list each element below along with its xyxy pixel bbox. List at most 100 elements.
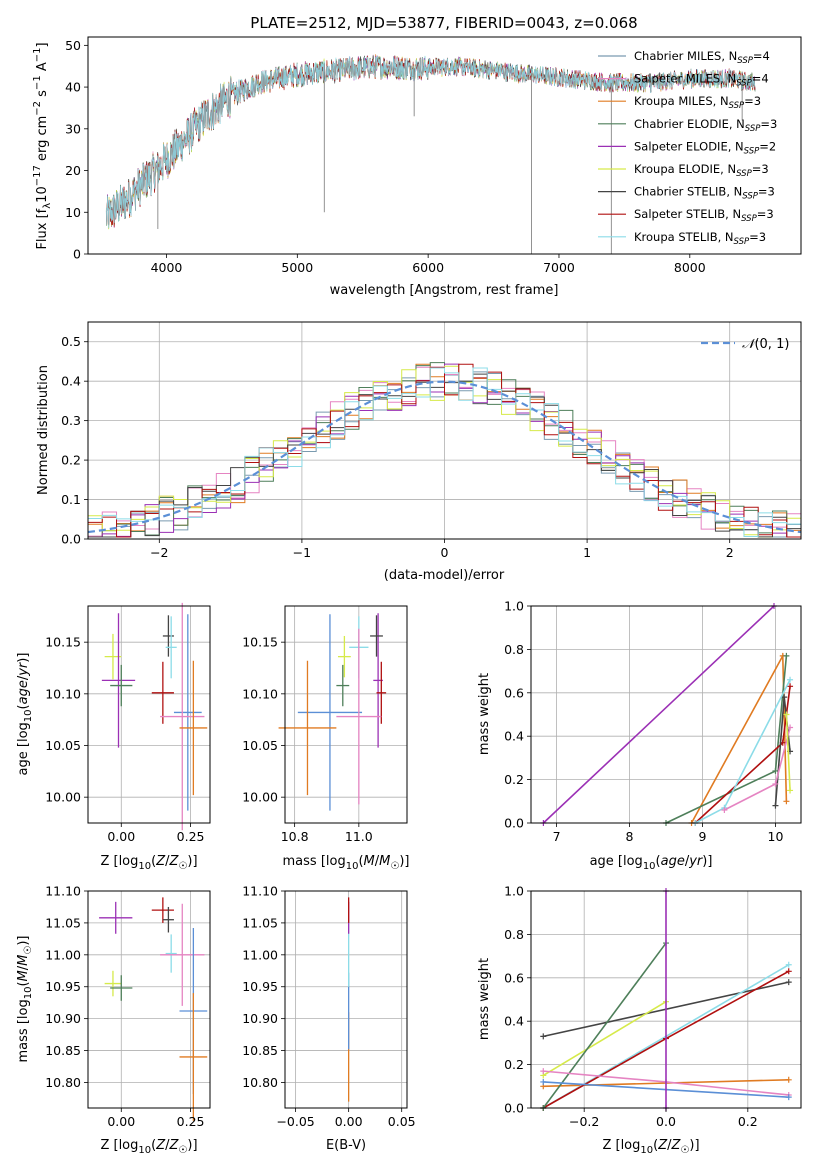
spectrum-ylabel: Flux [fλ10−17 erg cm−2 s−1 A−1] — [32, 42, 53, 249]
mw-z-y-tick-label: 0.0 — [504, 1101, 524, 1116]
age-mass-y-tick-label: 10.10 — [242, 686, 278, 701]
spectrum-xlabel: wavelength [Angstrom, rest frame] — [330, 283, 559, 298]
mass-z-point — [99, 901, 133, 934]
mass-ebv-x-tick-label: 0.00 — [335, 1114, 363, 1129]
mw-z-y-tick-label: 0.2 — [504, 1057, 524, 1072]
mass-z-frame — [87, 890, 211, 1109]
mass-ebv-y-tick-label: 11.00 — [242, 947, 278, 962]
spectrum-legend-label: Chabrier MILES, NSSP=4 — [634, 49, 770, 66]
spectrum-y-tick-label: 50 — [65, 38, 81, 53]
age-z-xlabel: Z [log10(Z/Z☉)] — [100, 854, 197, 872]
grid-layer — [88, 322, 801, 1109]
mw-z-marker — [540, 1033, 547, 1040]
age-z-y-tick-label: 10.00 — [45, 790, 81, 805]
mw-age-line — [542, 605, 775, 824]
age-z-point — [179, 660, 208, 796]
residual-x-tick-label: −2 — [150, 545, 168, 560]
mass-z-x-tick-label: 0.25 — [177, 1114, 205, 1129]
mw-age-marker — [783, 798, 790, 805]
mw-age-x-tick-label: 8 — [626, 829, 634, 844]
spectrum-x-tick-label: 6000 — [412, 260, 444, 275]
spectrum-x-tick-label: 4000 — [151, 260, 183, 275]
age-z-y-tick-label: 10.15 — [45, 635, 81, 650]
mass-ebv-xlabel: E(B-V) — [326, 1138, 366, 1153]
residual-x-tick-label: 2 — [726, 545, 734, 560]
mw-age-y-tick-label: 0.0 — [504, 816, 524, 831]
spectrum-y-tick-label: 30 — [65, 121, 81, 136]
age-mass-point — [376, 661, 387, 724]
residual-frame — [87, 321, 802, 540]
spectrum-legend: Chabrier MILES, NSSP=4 Salpeter MILES, NS… — [598, 49, 777, 247]
residual-histogram — [87, 363, 801, 539]
spectrum-y-tick-label: 0 — [73, 247, 81, 262]
spectrum-y-tick-label: 20 — [65, 163, 81, 178]
residual-y-tick-label: 0.4 — [61, 374, 81, 389]
mw-age-line — [690, 652, 788, 824]
mass-z-x-tick-label: 0.00 — [107, 1114, 135, 1129]
mass-z-y-tick-label: 11.00 — [45, 947, 81, 962]
mw-age-frame — [530, 605, 802, 824]
mw-z-marker — [785, 1076, 792, 1083]
spectrum-x-tick-label: 8000 — [674, 260, 706, 275]
age-mass-x-tick-label: 11.0 — [345, 829, 373, 844]
spectrum-legend-label: Chabrier ELODIE, NSSP=3 — [634, 117, 777, 134]
mw-age-marker — [783, 711, 790, 718]
mw-z-marker — [785, 961, 792, 968]
mw-age-marker — [787, 683, 794, 690]
mass-ebv-y-tick-label: 11.10 — [242, 884, 278, 899]
spectrum-legend-label: Salpeter STELIB, NSSP=3 — [634, 207, 774, 224]
mass-z-y-tick-label: 10.95 — [45, 979, 81, 994]
spectrum-y-tick-label: 10 — [65, 205, 81, 220]
mw-age-marker — [772, 767, 779, 774]
mw-z-marker — [785, 979, 792, 986]
spectrum-legend-label: Kroupa ELODIE, NSSP=3 — [634, 162, 769, 179]
age-z-y-tick-label: 10.10 — [45, 686, 81, 701]
age-z-point — [173, 614, 202, 811]
spectrum-series-line — [105, 55, 756, 228]
mw-age-marker — [772, 802, 779, 809]
mw-z-marker — [540, 1068, 547, 1075]
mass-z-point — [104, 970, 122, 997]
spectrum-y-tick-label: 40 — [65, 80, 81, 95]
age-mass-point — [370, 615, 383, 657]
mass-ebv-frame — [284, 890, 408, 1109]
mass-z-point — [179, 993, 208, 1121]
age-z-point — [101, 613, 136, 748]
age-mass-y-tick-label: 10.00 — [242, 790, 278, 805]
mw-age-marker — [783, 652, 790, 659]
mw-age-line — [785, 714, 791, 791]
mw-z-marker — [785, 968, 792, 975]
age-z-ylabel: age [log10(age/yr)] — [16, 653, 34, 776]
residual-y-tick-label: 0.1 — [61, 492, 81, 507]
mw-z-y-tick-label: 0.6 — [504, 970, 524, 985]
mass-z-point — [165, 934, 177, 973]
mw-z-x-tick-label: 0.0 — [656, 1114, 676, 1129]
mass-ebv-x-tick-label: −0.05 — [276, 1114, 314, 1129]
residual-y-tick-label: 0.0 — [61, 532, 81, 547]
age-mass-point — [278, 660, 337, 796]
mass-z-point — [151, 897, 174, 923]
mw-age-y-tick-label: 0.2 — [504, 772, 524, 787]
mw-age-y-tick-label: 0.8 — [504, 642, 524, 657]
age-mass-y-tick-label: 10.15 — [242, 635, 278, 650]
spectrum-legend-label: Kroupa STELIB, NSSP=3 — [634, 230, 766, 247]
mw-age-marker — [721, 806, 728, 813]
text-layer: PLATE=2512, MJD=53877, FIBERID=0043, z=0… — [16, 14, 712, 1156]
mw-age-xlabel: age [log10(age/yr)] — [590, 854, 713, 872]
age-z-point — [160, 602, 205, 831]
age-mass-y-tick-label: 10.05 — [242, 738, 278, 753]
age-mass-frame — [284, 605, 408, 824]
mw-z-ylabel: mass weight — [477, 958, 492, 1040]
mass-z-y-tick-label: 11.10 — [45, 884, 81, 899]
mw-z-line — [542, 1000, 667, 1077]
mw-age-marker — [787, 787, 794, 794]
age-z-point — [165, 616, 177, 679]
mass-z-point — [162, 906, 174, 933]
residual-x-tick-label: 1 — [583, 545, 591, 560]
residual-xlabel: (data-model)/error — [384, 568, 505, 583]
mw-z-marker — [785, 1094, 792, 1101]
mass-z-y-tick-label: 10.80 — [45, 1075, 81, 1090]
mass-z-xlabel: Z [log10(Z/Z☉)] — [100, 1138, 197, 1156]
residual-x-tick-label: 0 — [441, 545, 449, 560]
age-mass-point — [336, 664, 350, 707]
